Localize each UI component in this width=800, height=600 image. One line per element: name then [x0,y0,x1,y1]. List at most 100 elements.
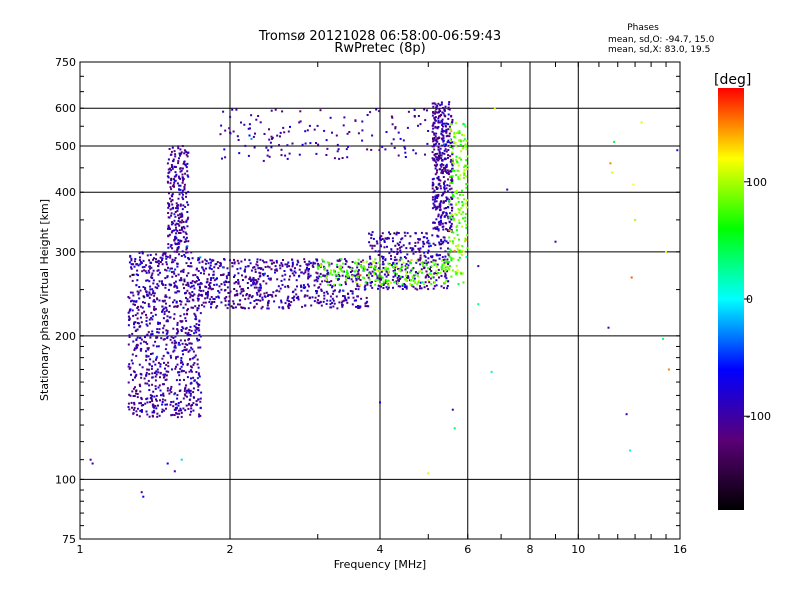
data-point [226,286,229,289]
data-point [139,385,142,388]
data-point [161,310,163,313]
data-point [411,247,414,250]
data-point [249,276,252,279]
data-point [448,255,451,258]
data-point [189,262,192,265]
data-point [247,307,250,310]
data-point [165,302,167,305]
data-point [276,278,279,281]
data-point [379,244,382,247]
data-point [326,275,328,277]
data-point [364,305,367,308]
data-point [208,267,211,270]
data-point [427,472,430,475]
data-point [135,410,138,413]
data-point [291,261,294,264]
data-point [250,280,252,282]
data-point [178,379,181,382]
data-point [258,286,261,289]
data-point [291,297,294,300]
data-point [224,299,227,302]
data-point [151,288,154,291]
data-point [233,258,235,261]
data-point [440,240,443,243]
data-point [178,341,180,344]
data-point [184,317,187,320]
data-point [316,280,319,283]
data-point [380,238,382,241]
data-point [212,276,215,279]
data-point [445,130,448,133]
data-point [445,170,447,173]
data-point [287,130,290,133]
data-point [359,305,362,308]
data-point [380,235,383,238]
data-point [260,307,263,310]
data-point [165,309,168,312]
data-point [407,260,410,263]
data-point [448,125,451,128]
data-point [465,186,468,189]
data-point [319,265,322,268]
data-point [234,281,237,284]
data-point [430,265,433,268]
data-point [387,274,390,276]
data-point [438,276,440,279]
data-point [457,170,460,173]
data-point [393,259,396,262]
data-point [407,110,410,113]
data-point [176,265,179,268]
data-point [316,272,319,275]
data-point [443,152,446,155]
data-point [440,266,443,269]
data-point [135,390,138,392]
data-point [173,470,176,473]
data-point [131,378,134,381]
data-point [208,273,210,276]
data-point [406,253,409,256]
data-point [166,315,169,318]
data-point [432,259,435,262]
data-point [460,140,462,143]
data-point [173,150,176,153]
data-point [170,150,173,153]
data-point [239,292,242,295]
data-point [274,294,277,297]
data-point [184,343,187,346]
x-tick-label: 2 [227,543,234,556]
data-point [347,145,349,148]
data-point [434,205,437,208]
data-point [136,322,139,324]
data-point [410,279,412,281]
data-point [168,296,171,299]
data-point [194,329,197,332]
data-point [155,358,157,361]
data-point [254,279,257,282]
data-point [401,283,404,286]
data-point [291,265,294,268]
data-point [233,282,236,285]
data-point [169,387,172,390]
data-point [177,232,180,234]
data-point [436,169,438,172]
data-point [170,244,173,246]
data-point [186,218,189,221]
data-point [283,270,286,272]
data-point [221,266,224,269]
data-point [381,269,384,272]
data-point [269,293,272,296]
data-point [146,342,149,345]
data-point [226,267,229,270]
data-point [452,231,455,234]
data-point [190,370,193,373]
data-point [441,118,444,121]
data-point [182,327,185,330]
data-point [240,288,243,291]
colorbar-label: [deg] [714,72,751,88]
data-point [138,259,141,262]
data-point [152,390,155,393]
data-point [440,194,443,197]
data-point [399,270,402,273]
data-point [465,223,468,226]
data-point [370,265,373,268]
